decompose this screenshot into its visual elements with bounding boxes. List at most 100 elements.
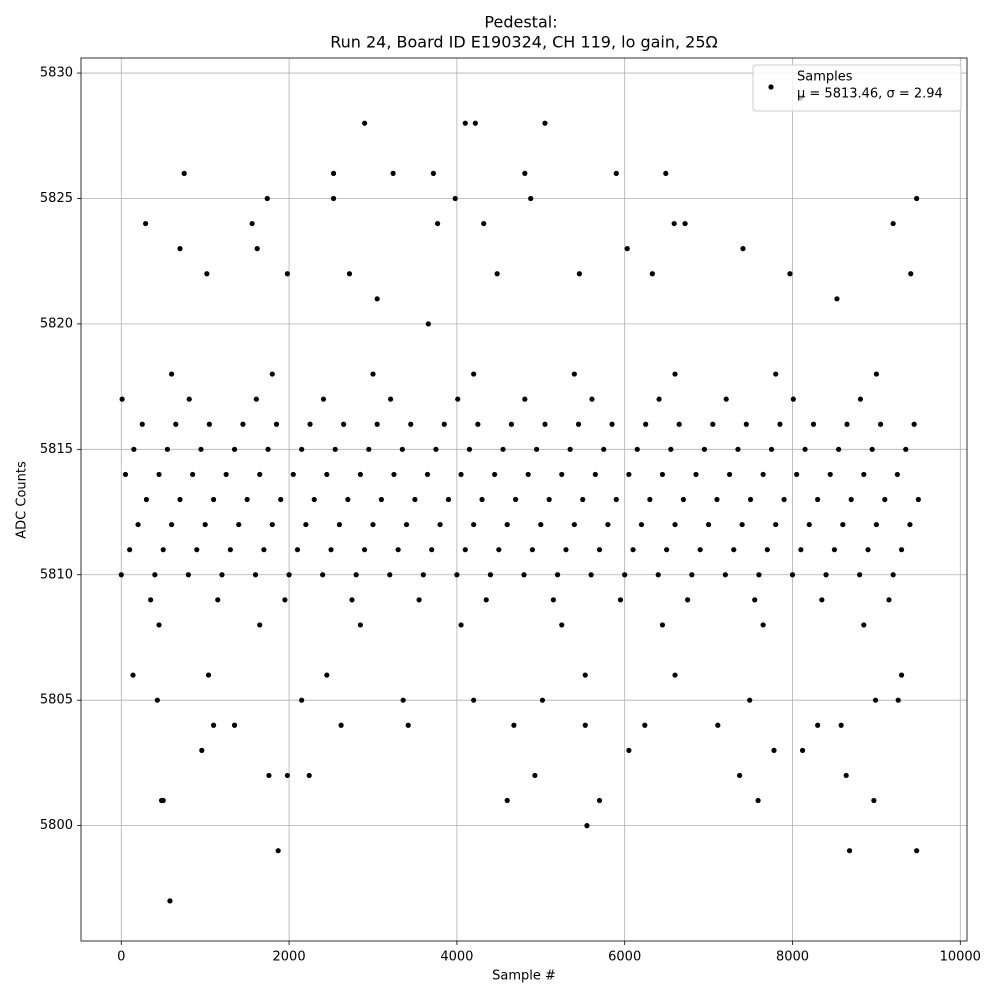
point [253, 396, 259, 402]
point [303, 521, 309, 528]
point [588, 572, 594, 578]
point [320, 572, 326, 578]
point [504, 797, 510, 804]
point [672, 521, 678, 528]
chart-subtitle: Run 24, Board ID E190324, CH 119, lo gai… [330, 33, 718, 52]
point [156, 471, 162, 478]
point [815, 496, 821, 503]
point [731, 547, 737, 553]
point [119, 396, 125, 402]
point [249, 220, 255, 227]
point [307, 421, 313, 427]
point [374, 296, 380, 302]
point [408, 421, 414, 427]
point [202, 521, 208, 528]
point [659, 622, 666, 628]
point [589, 396, 595, 402]
y-tick-label: 5810 [40, 567, 73, 582]
point [647, 496, 653, 503]
point [659, 471, 666, 478]
point [154, 697, 160, 703]
point [764, 547, 770, 553]
point [869, 446, 875, 452]
point [705, 521, 712, 528]
point [697, 547, 703, 553]
point [494, 271, 500, 277]
point [914, 195, 920, 202]
point [613, 496, 619, 503]
y-tick-label: 5825 [40, 191, 73, 206]
point [538, 521, 544, 528]
point [834, 296, 840, 302]
point [873, 371, 879, 377]
x-tick-label: 0 [117, 950, 125, 965]
point [278, 496, 284, 503]
point [306, 772, 312, 779]
point [584, 823, 590, 829]
point [118, 572, 124, 578]
point [458, 622, 464, 628]
point [164, 446, 171, 452]
point [550, 597, 556, 603]
point [496, 547, 502, 553]
point [624, 246, 630, 252]
point [511, 722, 517, 728]
point [341, 421, 347, 427]
point [857, 396, 864, 402]
point [135, 521, 141, 528]
point [613, 170, 619, 176]
point [756, 572, 762, 578]
point [199, 747, 205, 753]
point [672, 672, 678, 678]
point [634, 446, 640, 452]
point [747, 697, 753, 703]
point [265, 446, 271, 452]
point [898, 672, 905, 678]
point [737, 772, 743, 779]
point [559, 471, 565, 478]
point [559, 622, 565, 628]
y-tick-label: 5820 [40, 316, 73, 331]
point [655, 572, 661, 578]
point [831, 547, 838, 553]
point [546, 496, 552, 503]
point [194, 547, 200, 553]
point [181, 170, 187, 176]
point [873, 521, 879, 528]
point [630, 547, 636, 553]
point [185, 572, 191, 578]
point [592, 471, 598, 478]
point [390, 170, 396, 176]
point [361, 547, 368, 553]
point [723, 396, 729, 402]
point [528, 195, 534, 202]
x-tick-label: 10000 [940, 950, 981, 965]
point [210, 496, 217, 503]
point [533, 446, 540, 452]
point [286, 572, 292, 578]
point [663, 170, 669, 176]
point [311, 496, 317, 503]
point [542, 120, 548, 126]
point [169, 371, 175, 377]
point [755, 797, 761, 804]
point [434, 220, 441, 227]
point [843, 772, 849, 779]
point [425, 321, 431, 327]
point [740, 246, 746, 252]
point [861, 622, 867, 628]
point [840, 521, 846, 528]
point [871, 797, 877, 804]
point [366, 446, 372, 452]
point [412, 496, 418, 503]
point [638, 521, 645, 528]
point [294, 547, 301, 553]
point [472, 120, 478, 126]
point [254, 246, 260, 252]
point [387, 572, 393, 578]
point [689, 572, 695, 578]
point [760, 622, 766, 628]
point [353, 572, 359, 578]
point [395, 547, 401, 553]
point [346, 271, 353, 277]
